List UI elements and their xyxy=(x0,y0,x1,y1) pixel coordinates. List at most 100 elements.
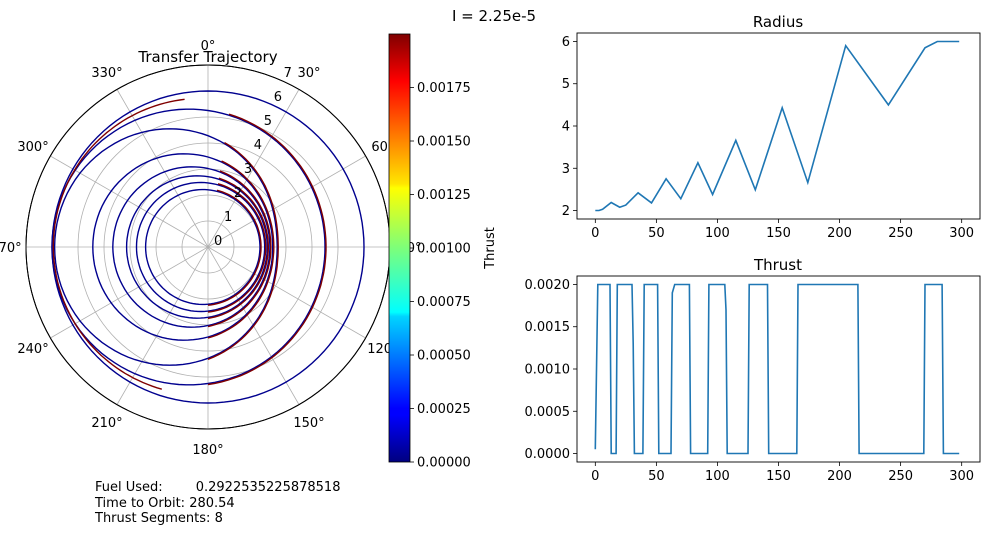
colorbar-tick-label: 0.00175 xyxy=(417,81,471,96)
y-tick-label: 2 xyxy=(562,204,570,219)
polar-r-label: 4 xyxy=(254,138,262,153)
trajectory-orbit xyxy=(51,90,365,404)
polar-theta-label: 330° xyxy=(91,66,122,81)
trajectory-orbit xyxy=(135,181,266,313)
x-tick-label: 50 xyxy=(648,469,665,484)
polar-grid-spoke xyxy=(50,246,209,339)
fuel-used-label: Fuel Used: xyxy=(95,480,163,495)
y-tick-label: 6 xyxy=(562,35,570,50)
y-tick-label: 4 xyxy=(562,120,570,135)
thrust-segments-value: 8 xyxy=(214,511,223,526)
x-tick-label: 50 xyxy=(648,226,665,241)
thrust-segments-line: Thrust Segments: 8 xyxy=(95,511,340,527)
polar-r-label: 3 xyxy=(244,162,252,177)
polar-r-label: 7 xyxy=(284,66,292,81)
x-tick-label: 200 xyxy=(827,469,852,484)
thrust-chart-title: Thrust xyxy=(753,256,802,274)
trajectory-thrust-arc xyxy=(207,177,269,320)
figure-suptitle: I = 2.25e-5 xyxy=(452,7,536,25)
polar-r-label: 5 xyxy=(264,114,272,129)
trajectory-thrust-arc xyxy=(207,142,279,360)
fuel-used-value: 0.2922535225878518 xyxy=(195,480,341,495)
x-tick-label: 100 xyxy=(705,226,730,241)
colorbar-tick-label: 0.00150 xyxy=(417,135,471,150)
radius-axes: 0 50 100 150 200 250 300 2 3 4 5 6 xyxy=(562,35,974,241)
colorbar-tick-label: 0.00025 xyxy=(417,402,471,417)
radius-chart-title: Radius xyxy=(753,13,803,31)
colorbar-label: Thrust xyxy=(483,227,498,270)
polar-theta-label: 300° xyxy=(17,140,48,155)
polar-r-label: 0 xyxy=(214,234,222,249)
trajectory-thrust-arc xyxy=(207,183,267,313)
time-to-orbit-value: 280.54 xyxy=(189,495,235,511)
trajectory-thrust-arc xyxy=(207,113,327,386)
polar-theta-label: 210° xyxy=(91,416,122,431)
x-tick-label: 150 xyxy=(766,226,791,241)
thrust-axes: 0 50 100 150 200 250 300 0.0000 0.0005 0.0010 0.00… xyxy=(525,278,975,484)
trajectory-orbit xyxy=(112,166,271,328)
polar-grid-spoke xyxy=(50,155,209,248)
trajectory-orbit xyxy=(125,175,269,319)
polar-grid-spoke xyxy=(207,155,366,248)
colorbar-tick-label: 0.00000 xyxy=(417,456,471,471)
trajectory-orbit xyxy=(144,188,261,306)
trajectory-thrust-arc xyxy=(207,160,275,339)
polar-tick-labels: 0°30°60°90°120°150°180°210°240°270°300°3… xyxy=(0,39,422,458)
x-tick-label: 200 xyxy=(827,226,852,241)
y-tick-label: 0.0005 xyxy=(525,405,571,420)
x-tick-label: 0 xyxy=(591,469,599,484)
polar-theta-label: 150° xyxy=(293,416,324,431)
colorbar: 0.00000 0.00025 0.00050 0.00075 0.00100 0.001… xyxy=(388,33,498,471)
colorbar-gradient xyxy=(388,33,411,463)
trajectory-thrust-arc xyxy=(52,98,185,390)
polar-r-label: 1 xyxy=(224,210,232,225)
polar-grid-spoke xyxy=(116,246,209,405)
x-tick-label: 0 xyxy=(591,226,599,241)
radius-chart: Radius 0 50 100 150 200 250 300 2 3 4 5 6 xyxy=(562,13,981,241)
y-tick-label: 5 xyxy=(562,77,570,92)
polar-grid xyxy=(25,64,391,430)
y-tick-label: 0.0000 xyxy=(525,447,571,462)
colorbar-tick-label: 0.00075 xyxy=(417,295,471,310)
polar-chart: Transfer Trajectory 0°30°60°90°120°150°1… xyxy=(0,39,422,458)
colorbar-ticks: 0.00000 0.00025 0.00050 0.00075 0.00100 0.001… xyxy=(410,81,471,471)
polar-theta-label: 0° xyxy=(201,39,216,54)
colorbar-tick-label: 0.00100 xyxy=(417,242,471,257)
trajectory-thrust-arc xyxy=(207,189,262,306)
fuel-used-line: Fuel Used: 0.2922535225878518 xyxy=(95,480,340,496)
polar-r-label: 2 xyxy=(234,186,242,201)
radius-plot-frame xyxy=(576,32,981,220)
y-tick-label: 0.0015 xyxy=(525,320,571,335)
polar-trajectory xyxy=(51,90,365,404)
polar-theta-label: 240° xyxy=(17,342,48,357)
x-tick-label: 300 xyxy=(949,226,974,241)
x-tick-label: 250 xyxy=(888,226,913,241)
fuel-info-panel: Fuel Used: 0.2922535225878518 Time to Or… xyxy=(95,480,340,527)
polar-grid-spoke xyxy=(207,246,366,339)
y-tick-label: 0.0010 xyxy=(525,363,571,378)
radius-series-line xyxy=(595,40,960,212)
thrust-chart: Thrust 0 50 100 150 200 250 300 0.0000 0.0005 0.0… xyxy=(525,256,981,484)
thrust-plot-frame xyxy=(576,275,981,463)
y-tick-label: 0.0020 xyxy=(525,278,571,293)
colorbar-tick-label: 0.00125 xyxy=(417,188,471,203)
y-tick-label: 3 xyxy=(562,162,570,177)
thrust-series-line xyxy=(594,283,960,455)
time-to-orbit-label: Time to Orbit: xyxy=(95,495,186,511)
polar-chart-title: Transfer Trajectory xyxy=(137,48,277,66)
polar-theta-label: 270° xyxy=(0,241,22,256)
trajectory-thrust-arc xyxy=(207,170,272,328)
x-tick-label: 300 xyxy=(949,469,974,484)
x-tick-label: 150 xyxy=(766,469,791,484)
x-tick-label: 100 xyxy=(705,469,730,484)
polar-theta-label: 180° xyxy=(192,443,223,458)
trajectory-orbit xyxy=(92,153,274,341)
x-tick-label: 250 xyxy=(888,469,913,484)
thrust-segments-label: Thrust Segments: xyxy=(95,511,211,526)
time-to-orbit-line: Time to Orbit: 280.54 xyxy=(95,496,340,512)
polar-theta-label: 30° xyxy=(297,66,320,81)
trajectory-orbit xyxy=(53,128,278,366)
polar-r-label: 6 xyxy=(274,90,282,105)
colorbar-tick-label: 0.00050 xyxy=(417,349,471,364)
